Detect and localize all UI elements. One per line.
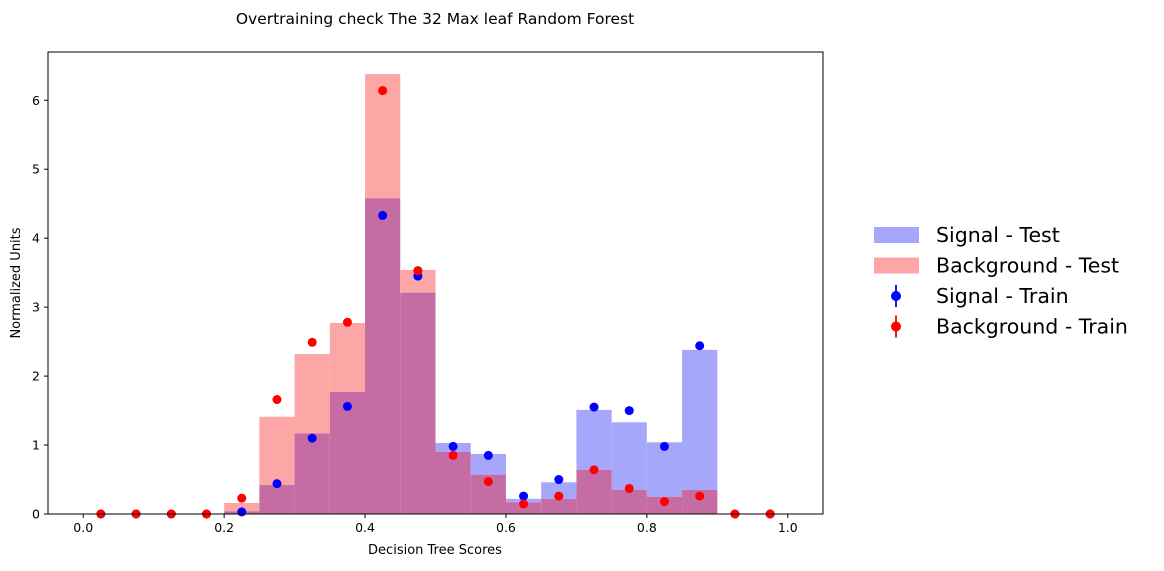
legend-swatch-signal-test [874,227,919,243]
signal-train-point [695,341,705,351]
signal-train-point [519,491,529,501]
signal-test-bar [541,482,577,499]
legend-label-signal-train: Signal - Train [936,284,1069,308]
signal-test-bar [470,454,506,475]
x-tick-label: 0.6 [496,520,516,535]
x-tick-label: 0.2 [214,520,234,535]
background-train-point [554,491,564,501]
x-tick-label: 0.4 [355,520,375,535]
signal-test-bar [682,349,718,490]
background-test-bar [294,354,330,434]
background-train-point [519,499,529,509]
background-test-bar [259,416,295,486]
overlap-bar [365,198,401,515]
y-tick-label: 2 [32,369,40,384]
overlap-bar [576,469,612,514]
signal-train-point [342,401,352,411]
chart-title: Overtraining check The 32 Max leaf Rando… [236,10,634,28]
background-train-point [237,493,247,503]
signal-test-bar [646,442,683,497]
signal-train-point [378,210,388,220]
legend: Signal - Test Background - Test Signal - T… [874,223,1128,339]
overlap-bar [435,451,471,514]
background-train-point [624,483,634,493]
background-train-point [272,395,282,405]
background-train-point [307,337,317,347]
background-test-bar [224,502,260,512]
y-tick-label: 1 [32,438,40,453]
x-tick-label: 0.8 [637,520,657,535]
legend-label-background-train: Background - Train [936,315,1128,339]
overlap-bar [611,489,647,514]
signal-train-point [554,475,564,485]
plot-frame [47,51,824,515]
y-tick-label: 3 [32,300,40,315]
x-tick-label: 0.0 [73,520,93,535]
background-train-point [378,86,388,96]
background-train-point [589,465,599,475]
signal-train-point [483,450,493,460]
y-tick-label: 4 [32,231,40,246]
background-train-point [695,491,705,501]
overlap-bar [259,485,295,514]
legend-marker-background-train [891,321,901,332]
background-train-point [483,477,493,487]
legend-swatch-background-test [874,257,919,274]
overlap-bar [400,292,436,514]
overlap-bar [294,433,330,514]
overlap-bar [329,391,366,514]
signal-train-point [307,433,317,443]
background-train-point [659,497,669,507]
legend-label-background-test: Background - Test [936,254,1119,278]
legend-label-signal-test: Signal - Test [936,223,1060,247]
signal-test-bar [576,409,612,470]
background-train-point [413,266,423,276]
signal-test-bar [611,422,647,490]
signal-train-point [659,441,669,451]
y-tick-label: 5 [32,162,40,177]
y-tick-label: 0 [32,507,40,522]
background-train-point [448,450,458,460]
signal-train-point [589,402,599,412]
signal-train-point [448,441,458,451]
background-test-bar [400,269,436,293]
x-tick-label: 1.0 [778,520,798,535]
background-train-point [342,317,352,327]
legend-marker-signal-train [891,291,901,301]
signal-train-point [272,479,282,489]
x-axis-label: Decision Tree Scores [368,543,502,558]
y-axis-label: Normalized Units [9,227,24,338]
overlap-bar [541,498,577,514]
background-test-bar [329,322,366,392]
signal-train-point [237,507,247,517]
y-tick-label: 6 [32,93,40,108]
signal-train-point [624,406,634,416]
